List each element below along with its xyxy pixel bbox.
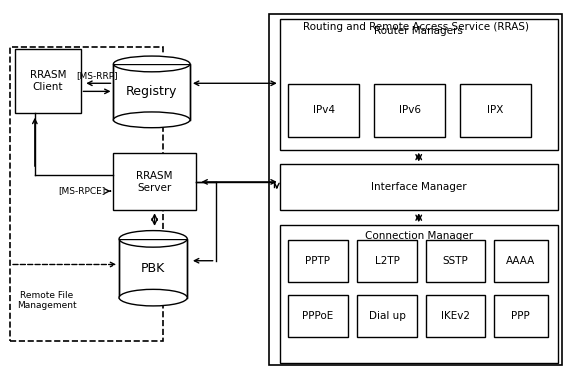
Text: Router Managers: Router Managers	[374, 26, 463, 36]
Text: Interface Manager: Interface Manager	[371, 182, 466, 192]
Text: IPv4: IPv4	[313, 105, 335, 115]
Text: L2TP: L2TP	[375, 256, 399, 266]
Bar	[269, 14, 562, 365]
Bar	[280, 164, 558, 210]
Bar	[288, 240, 348, 282]
Bar	[120, 229, 187, 239]
Bar	[113, 64, 190, 120]
Bar	[426, 240, 485, 282]
Ellipse shape	[113, 112, 190, 128]
Bar	[493, 240, 548, 282]
Bar	[374, 84, 445, 137]
Bar	[280, 225, 558, 363]
Text: AAAA: AAAA	[506, 256, 535, 266]
Text: PPTP: PPTP	[305, 256, 331, 266]
Bar	[358, 240, 417, 282]
Text: IPX: IPX	[487, 105, 503, 115]
Text: IKEv2: IKEv2	[441, 311, 470, 321]
Text: IPv6: IPv6	[399, 105, 421, 115]
Ellipse shape	[119, 289, 187, 306]
Text: PPP: PPP	[511, 311, 530, 321]
Text: PPPoE: PPPoE	[303, 311, 333, 321]
Text: PBK: PBK	[141, 262, 165, 275]
Text: Dial up: Dial up	[369, 311, 406, 321]
Text: RRASM
Server: RRASM Server	[136, 171, 173, 193]
Text: RRASM
Client: RRASM Client	[30, 70, 66, 92]
Text: Remote File
Management: Remote File Management	[17, 291, 77, 310]
Text: [MS-RPCE]: [MS-RPCE]	[58, 186, 106, 195]
Bar	[10, 47, 163, 341]
Bar	[113, 153, 196, 210]
Bar	[15, 49, 81, 113]
Bar	[460, 84, 531, 137]
Text: SSTP: SSTP	[442, 256, 468, 266]
Bar	[288, 84, 359, 137]
Text: Connection Manager: Connection Manager	[364, 231, 473, 241]
Bar	[493, 295, 548, 337]
Bar	[119, 239, 187, 298]
Bar	[288, 295, 348, 337]
Text: Routing and Remote Access Service (RRAS): Routing and Remote Access Service (RRAS)	[303, 22, 529, 32]
Bar	[426, 295, 485, 337]
Bar	[280, 19, 558, 150]
Text: [MS-RRP]: [MS-RRP]	[76, 72, 118, 81]
Text: Registry: Registry	[126, 85, 178, 98]
Bar	[114, 54, 190, 64]
Bar	[358, 295, 417, 337]
